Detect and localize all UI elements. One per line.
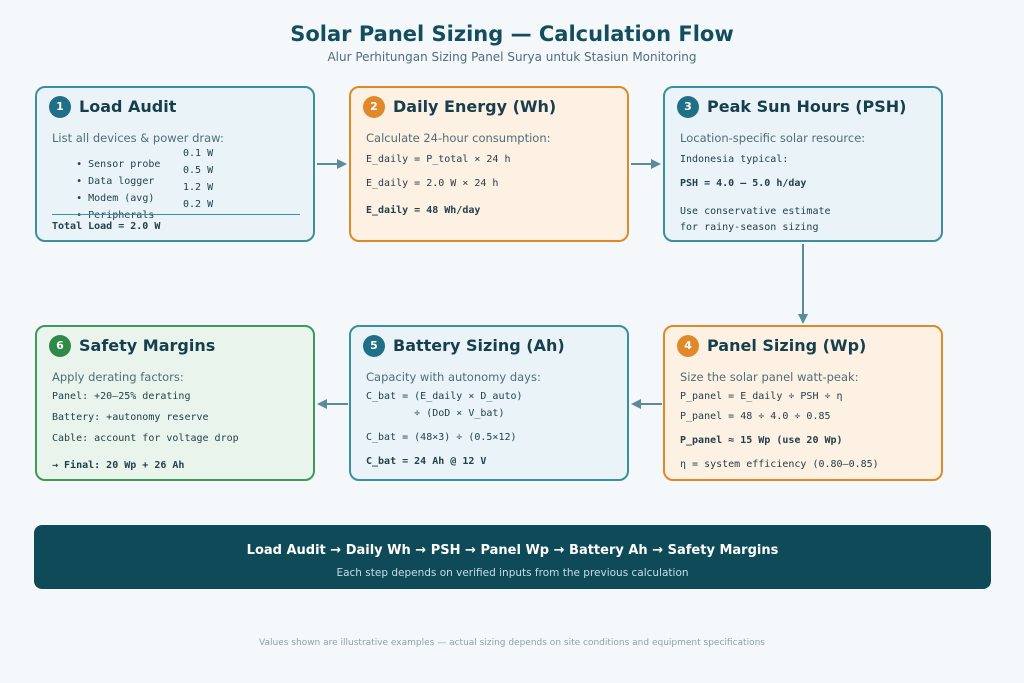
device-name: • Modem (avg) xyxy=(76,193,155,204)
device-value: 0.5 W xyxy=(183,165,214,176)
step-4-desc: Size the solar panel watt-peak: xyxy=(680,370,859,384)
device-row: • Data logger 0.5 W xyxy=(52,165,213,198)
device-row: • Modem (avg) 1.2 W xyxy=(52,182,213,215)
info-line: Use conservative estimate xyxy=(680,206,831,217)
formula-line: P_panel = E_daily ÷ PSH ÷ η xyxy=(680,391,843,402)
step-5-card: 5 Battery Sizing (Ah) Capacity with auto… xyxy=(349,325,629,481)
step-3-badge: 3 xyxy=(677,96,699,118)
device-value: 0.1 W xyxy=(183,148,214,159)
formula-result: E_daily = 48 Wh/day xyxy=(366,205,481,216)
total-divider xyxy=(52,214,300,215)
step-4-card: 4 Panel Sizing (Wp) Size the solar panel… xyxy=(663,325,943,481)
step-2-title: Daily Energy (Wh) xyxy=(393,97,557,116)
margin-line: Cable: account for voltage drop xyxy=(52,433,239,444)
step-3-title: Peak Sun Hours (PSH) xyxy=(707,97,907,116)
step-6-title: Safety Margins xyxy=(79,336,216,355)
page-subtitle: Alur Perhitungan Sizing Panel Surya untu… xyxy=(327,50,697,64)
formula-line: C_bat = (E_daily × D_auto) xyxy=(366,391,523,402)
summary-note: Each step depends on verified inputs fro… xyxy=(336,567,689,579)
formula-line: E_daily = P_total × 24 h xyxy=(366,154,511,165)
page-title: Solar Panel Sizing — Calculation Flow xyxy=(290,22,734,46)
step-3-card: 3 Peak Sun Hours (PSH) Location-specific… xyxy=(663,86,943,242)
total-load: Total Load = 2.0 W xyxy=(52,221,161,232)
step-2-card: 2 Daily Energy (Wh) Calculate 24-hour co… xyxy=(349,86,629,242)
formula-line: E_daily = 2.0 W × 24 h xyxy=(366,178,499,189)
step-2-desc: Calculate 24-hour consumption: xyxy=(366,131,551,145)
step-1-badge: 1 xyxy=(49,96,71,118)
step-3-desc: Location-specific solar resource: xyxy=(680,131,866,145)
formula-line: ÷ (DoD × V_bat) xyxy=(366,408,505,419)
final-result: → Final: 20 Wp + 26 Ah xyxy=(52,460,185,471)
summary-banner: Load Audit → Daily Wh → PSH → Panel Wp →… xyxy=(34,525,991,589)
device-row: • Peripherals 0.2 W xyxy=(52,199,213,232)
info-line: for rainy-season sizing xyxy=(680,222,819,233)
formula-note: η = system efficiency (0.80–0.85) xyxy=(680,459,879,470)
step-1-card: 1 Load Audit List all devices & power dr… xyxy=(35,86,315,242)
formula-line: P_panel = 48 ÷ 4.0 ÷ 0.85 xyxy=(680,411,831,422)
margin-line: Battery: +autonomy reserve xyxy=(52,412,209,423)
step-2-badge: 2 xyxy=(363,96,385,118)
device-name: • Data logger xyxy=(76,176,155,187)
footnote: Values shown are illustrative examples —… xyxy=(259,638,765,648)
device-value: 1.2 W xyxy=(183,182,214,193)
device-name: • Peripherals xyxy=(76,210,155,221)
device-value: 0.2 W xyxy=(183,199,214,210)
step-5-desc: Capacity with autonomy days: xyxy=(366,370,541,384)
formula-result: P_panel ≈ 15 Wp (use 20 Wp) xyxy=(680,435,843,446)
psh-value: PSH = 4.0 – 5.0 h/day xyxy=(680,178,807,189)
info-line: Indonesia typical: xyxy=(680,154,789,165)
step-5-title: Battery Sizing (Ah) xyxy=(393,336,565,355)
step-6-card: 6 Safety Margins Apply derating factors:… xyxy=(35,325,315,481)
step-5-badge: 5 xyxy=(363,335,385,357)
formula-result: C_bat = 24 Ah @ 12 V xyxy=(366,456,487,467)
step-4-title: Panel Sizing (Wp) xyxy=(707,336,867,355)
step-6-badge: 6 xyxy=(49,335,71,357)
margin-line: Panel: +20–25% derating xyxy=(52,391,191,402)
step-6-desc: Apply derating factors: xyxy=(52,370,184,384)
device-name: • Sensor probe xyxy=(76,159,161,170)
formula-line: C_bat = (48×3) ÷ (0.5×12) xyxy=(366,432,517,443)
step-1-title: Load Audit xyxy=(79,97,177,116)
device-row: • Sensor probe 0.1 W xyxy=(52,148,213,181)
step-1-desc: List all devices & power draw: xyxy=(52,131,224,145)
step-4-badge: 4 xyxy=(677,335,699,357)
summary-flow: Load Audit → Daily Wh → PSH → Panel Wp →… xyxy=(246,543,779,558)
